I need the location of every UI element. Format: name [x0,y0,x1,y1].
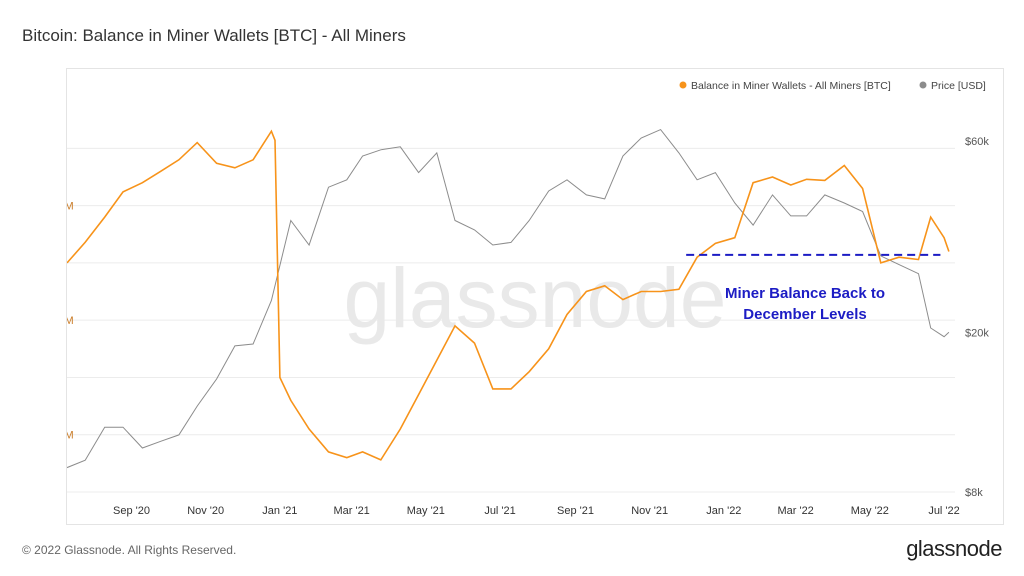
price-line [67,128,950,469]
x-axis-tick-label: Jan '22 [706,505,741,517]
right-axis-tick-label: $60k [965,136,989,148]
legend-marker-price [919,81,927,89]
x-axis-tick-label: Mar '22 [777,505,813,517]
left-axis-tick-label: 1.82M [67,258,68,270]
annotation-text-line1: Miner Balance Back to [725,285,885,302]
watermark: glassnode [344,251,727,345]
legend-label-price: Price [USD] [931,80,986,92]
right-axis-tick-label: $20k [965,327,989,339]
legend-label-balance: Balance in Miner Wallets - All Miners [B… [691,80,891,92]
left-axis-tick-label: 1.805M [67,430,74,442]
x-axis-tick-label: Jul '21 [484,505,515,517]
x-axis-tick-label: Nov '20 [187,505,224,517]
chart-svg[interactable]: glassnode1.8M1.805M1.81M1.815M1.82M1.825… [67,69,1003,524]
left-axis-tick-label: 1.81M [67,372,68,384]
x-axis-tick-label: Sep '21 [557,505,594,517]
left-axis-tick-label: 1.825M [67,201,74,213]
right-axis-tick-label: $8k [965,487,983,499]
copyright-text: © 2022 Glassnode. All Rights Reserved. [22,543,237,557]
left-axis-tick-label: 1.83M [67,143,68,155]
left-axis-tick-label: 1.815M [67,315,74,327]
legend-marker-balance [679,81,687,89]
x-axis-tick-label: Sep '20 [113,505,150,517]
x-axis-tick-label: May '21 [407,505,445,517]
x-axis-tick-label: Jan '21 [262,505,297,517]
chart-title: Bitcoin: Balance in Miner Wallets [BTC] … [22,26,406,45]
balance-line [67,129,950,461]
x-axis-tick-label: May '22 [851,505,889,517]
chart-panel: glassnode1.8M1.805M1.81M1.815M1.82M1.825… [66,68,1004,525]
x-axis-tick-label: Nov '21 [631,505,668,517]
glassnode-logo: glassnode [906,536,1002,561]
x-axis-tick-label: Mar '21 [333,505,369,517]
x-axis-tick-label: Jul '22 [928,505,959,517]
annotation-text-line2: December Levels [743,306,866,323]
